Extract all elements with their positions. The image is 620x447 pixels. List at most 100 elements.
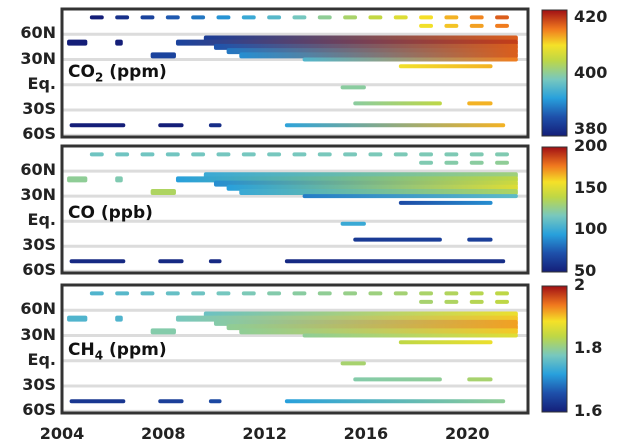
data-segment (208, 399, 222, 404)
y-tick-label: Eq. (27, 73, 56, 93)
y-tick-label: 30S (22, 235, 56, 255)
panel-title-co: CO (ppb) (68, 203, 153, 223)
data-dash (317, 152, 332, 157)
panel-title-co2: CO2 (ppm) (68, 62, 167, 85)
y-tick-label: 30N (20, 324, 56, 344)
x-tick-label: 2020 (444, 424, 490, 443)
data-segment (158, 399, 184, 404)
y-tick-label: 60S (22, 124, 56, 144)
data-dash (469, 160, 484, 165)
panel-frame (60, 283, 530, 415)
data-dash (444, 15, 459, 20)
data-dash (317, 291, 332, 296)
data-dash (444, 23, 459, 28)
y-tick-label: 30S (22, 99, 56, 119)
data-dash (495, 160, 510, 165)
data-segment (239, 52, 518, 59)
data-dash (469, 299, 484, 304)
data-dash (191, 152, 206, 157)
data-segment (67, 39, 88, 46)
data-dash (393, 15, 408, 20)
data-segment (208, 259, 222, 264)
x-tick-label: 2016 (343, 424, 389, 443)
data-segment (467, 101, 493, 106)
y-tick-label: 30N (20, 48, 56, 68)
data-dash (267, 15, 282, 20)
y-tick-label: 60S (22, 400, 56, 420)
data-segment (302, 57, 518, 62)
data-dash (140, 291, 155, 296)
data-segment (150, 188, 176, 195)
colorbar-tick-label: 420 (574, 7, 608, 27)
y-tick-label: 30S (22, 375, 56, 395)
data-dash (444, 152, 459, 157)
x-tick-label: 2012 (242, 424, 287, 443)
data-dash (343, 291, 358, 296)
colorbar-tick-label: 150 (574, 177, 608, 197)
data-dash (368, 152, 383, 157)
data-segment (467, 377, 493, 382)
data-segment (115, 39, 123, 46)
data-segment (340, 361, 366, 366)
data-dash (89, 291, 104, 296)
data-segment (284, 259, 506, 264)
data-segment (340, 221, 366, 226)
data-dash (89, 152, 104, 157)
colorbar (542, 10, 567, 136)
y-tick-label: Eq. (27, 210, 56, 230)
data-segment (353, 377, 442, 382)
data-dash (495, 291, 510, 296)
data-segment (158, 123, 184, 128)
colorbar-tick-label: 1.8 (574, 338, 603, 357)
y-tick-label: 60N (20, 23, 56, 43)
panel-title-ch4: CH4 (ppm) (68, 340, 167, 363)
data-dash (241, 15, 256, 20)
data-dash (115, 15, 130, 20)
data-dash (495, 15, 510, 20)
data-dash (419, 160, 434, 165)
data-dash (216, 15, 231, 20)
data-segment (239, 328, 518, 335)
data-segment (467, 237, 493, 242)
data-dash (115, 152, 130, 157)
data-dash (393, 291, 408, 296)
data-dash (115, 291, 130, 296)
data-dash (419, 15, 434, 20)
data-segment (69, 259, 126, 264)
data-segment (302, 333, 518, 338)
data-dash (469, 15, 484, 20)
data-dash (393, 152, 408, 157)
data-segment (398, 200, 493, 205)
data-segment (69, 123, 126, 128)
data-dash (368, 291, 383, 296)
data-segment (150, 328, 176, 335)
data-dash (216, 291, 231, 296)
data-segment (115, 176, 123, 183)
panel-frame (60, 144, 530, 275)
colorbar-tick-label: 200 (574, 136, 608, 155)
data-dash (267, 152, 282, 157)
data-segment (353, 101, 442, 106)
data-segment (208, 123, 222, 128)
data-dash (140, 15, 155, 20)
data-dash (241, 291, 256, 296)
data-dash (292, 15, 307, 20)
data-dash (469, 23, 484, 28)
y-tick-label: Eq. (27, 349, 56, 369)
data-dash (419, 291, 434, 296)
y-tick-label: 60N (20, 299, 56, 319)
panel-frame (60, 7, 530, 139)
colorbar-frame (541, 285, 568, 413)
data-dash (292, 152, 307, 157)
data-segment (284, 123, 506, 128)
y-tick-label: 60S (22, 260, 56, 280)
data-dash (444, 299, 459, 304)
y-tick-label: 60N (20, 160, 56, 180)
colorbar-frame (541, 146, 568, 273)
colorbar (542, 147, 567, 272)
data-dash (444, 160, 459, 165)
x-tick-label: 2008 (141, 424, 186, 443)
data-dash (444, 291, 459, 296)
data-dash (165, 15, 180, 20)
data-dash (140, 152, 155, 157)
